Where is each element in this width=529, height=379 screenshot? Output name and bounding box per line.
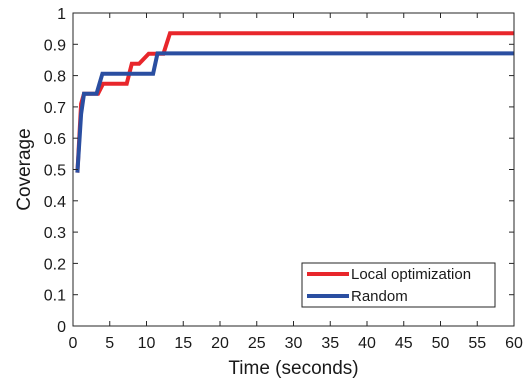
y-tick-label: 0.5 <box>44 163 66 180</box>
x-tick-label: 35 <box>321 335 339 352</box>
x-axis: 0 5 10 15 20 25 30 35 40 45 50 55 60 <box>69 13 523 352</box>
y-axis-label: Coverage <box>14 128 35 210</box>
y-tick-label: 0 <box>57 319 66 336</box>
legend: Local optimization Random <box>301 262 496 308</box>
series-line-random <box>75 51 514 173</box>
y-tick-label: 0.8 <box>44 69 66 86</box>
y-tick-label: 0.6 <box>44 131 66 148</box>
y-tick-label: 0.3 <box>44 225 66 242</box>
legend-box <box>301 262 496 308</box>
series-layer <box>75 31 514 173</box>
x-tick-label: 15 <box>174 335 192 352</box>
y-tick-label: 0.7 <box>44 100 66 117</box>
x-tick-label: 50 <box>432 335 450 352</box>
x-tick-label: 25 <box>248 335 266 352</box>
x-tick-label: 40 <box>358 335 376 352</box>
x-tick-label: 10 <box>138 335 156 352</box>
x-tick-label: 60 <box>505 335 523 352</box>
x-tick-label: 45 <box>395 335 413 352</box>
x-tick-label: 55 <box>468 335 486 352</box>
legend-label-local-optimization: Local optimization <box>351 266 471 283</box>
y-tick-label: 0.2 <box>44 256 66 273</box>
x-tick-label: 0 <box>69 335 78 352</box>
legend-label-random: Random <box>351 288 408 305</box>
x-tick-label: 20 <box>211 335 229 352</box>
y-tick-label: 1 <box>57 6 66 23</box>
y-tick-label: 0.9 <box>44 37 66 54</box>
y-tick-label: 0.1 <box>44 288 66 305</box>
x-tick-label: 5 <box>105 335 114 352</box>
y-tick-label: 0.4 <box>44 194 66 211</box>
x-tick-label: 30 <box>285 335 303 352</box>
x-axis-label: Time (seconds) <box>228 358 358 379</box>
y-axis: 0 0.1 0.2 0.3 0.4 0.5 0.6 0.7 0.8 0.9 1 <box>44 6 514 336</box>
